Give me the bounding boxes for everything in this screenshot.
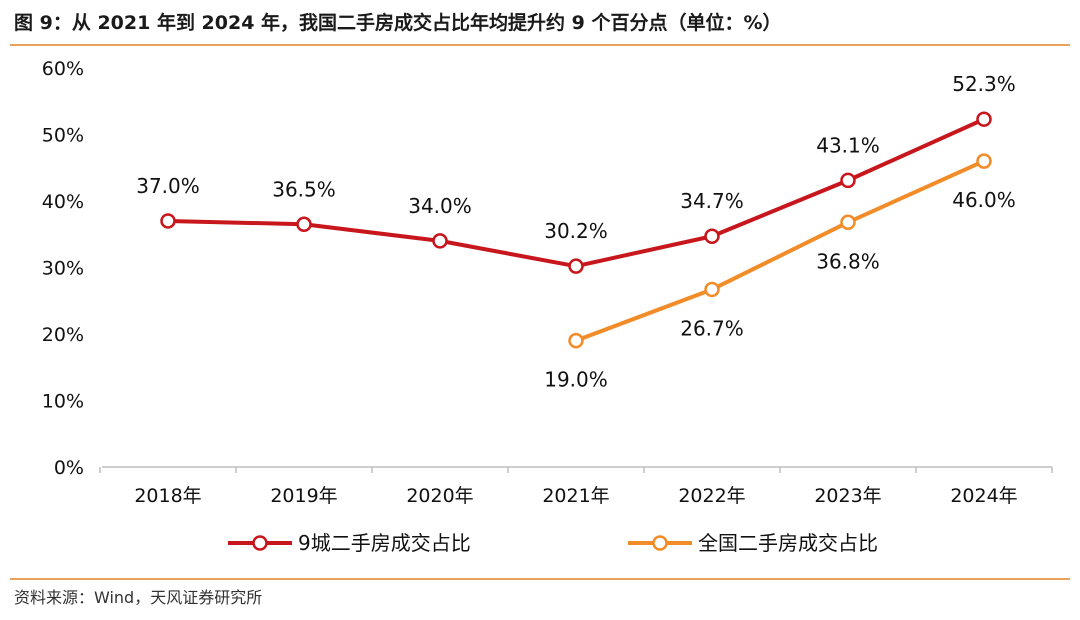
data-point <box>568 332 584 349</box>
x-tick-label: 2019年 <box>270 485 337 507</box>
data-point <box>160 213 176 229</box>
legend-marker-1 <box>252 535 268 551</box>
data-point <box>704 281 720 298</box>
data-label: 46.0% <box>952 188 1016 212</box>
legend-marker-2 <box>652 535 668 551</box>
top-divider <box>10 44 1070 46</box>
data-label: 30.2% <box>544 219 608 243</box>
legend-label-2: 全国二手房成交占比 <box>698 531 878 555</box>
data-point <box>432 233 448 249</box>
data-label: 34.0% <box>408 194 472 218</box>
y-tick-label: 10% <box>42 391 84 413</box>
x-tick-label: 2021年 <box>542 485 609 507</box>
data-label: 36.5% <box>272 177 336 201</box>
data-label: 34.7% <box>680 189 744 213</box>
data-point <box>568 258 584 274</box>
source-note: 资料来源：Wind，天风证券研究所 <box>14 588 263 607</box>
y-tick-label: 50% <box>42 125 84 147</box>
y-tick-label: 60% <box>42 58 84 80</box>
x-tick-label: 2024年 <box>950 485 1017 507</box>
data-point <box>840 214 856 231</box>
chart-title: 图 9：从 2021 年到 2024 年，我国二手房成交占比年均提升约 9 个百… <box>14 12 782 34</box>
y-tick-label: 20% <box>42 324 84 346</box>
y-tick-label: 40% <box>42 191 84 213</box>
legend-label-1: 9城二手房成交占比 <box>298 531 471 555</box>
series-line-2 <box>574 159 986 343</box>
y-tick-label: 30% <box>42 258 84 280</box>
x-tick-label: 2022年 <box>678 485 745 507</box>
data-point <box>296 216 312 233</box>
data-point <box>976 111 992 127</box>
data-point <box>976 153 992 169</box>
data-point <box>704 228 720 244</box>
data-label: 19.0% <box>544 368 608 392</box>
data-label: 37.0% <box>136 174 200 198</box>
data-label: 36.8% <box>816 249 880 273</box>
y-tick-label: 0% <box>54 457 84 479</box>
data-point <box>840 172 856 189</box>
data-label: 26.7% <box>680 316 744 340</box>
x-tick-label: 2020年 <box>406 485 473 507</box>
x-tick-label: 2023年 <box>814 485 881 507</box>
line-chart: 0% 10% 20% 30% 40% 50% 60% 2018年 2019年 2020年 2021年… <box>42 58 1053 555</box>
bottom-divider <box>10 578 1070 580</box>
data-label: 52.3% <box>952 72 1016 96</box>
x-tick-label: 2018年 <box>134 485 201 507</box>
data-label: 43.1% <box>816 133 880 157</box>
